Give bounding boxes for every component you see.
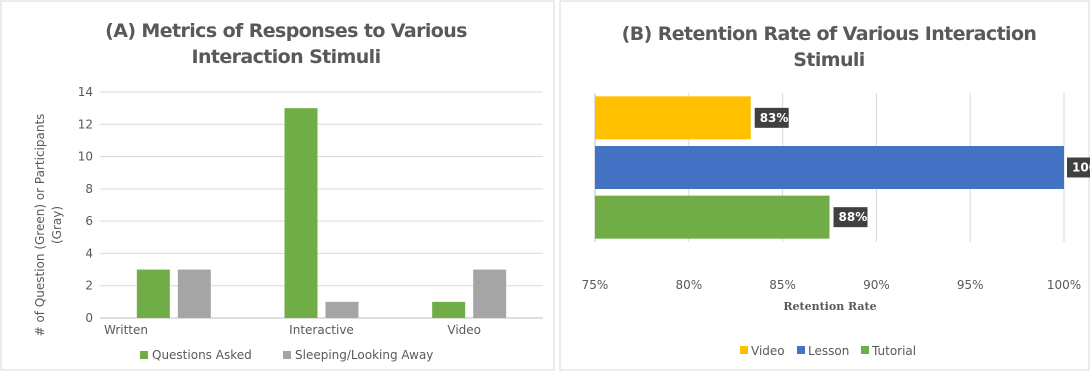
panel-a-bar-sleeping: [325, 301, 359, 318]
panel-b-x-tick-label: 95%: [957, 278, 984, 292]
panel-b-x-ticks: 75% 80% 85% 90% 95% 100%: [582, 278, 1081, 292]
panel-b-title-line-2: Stimuli: [793, 49, 864, 71]
panel-a-x-tick-label: Interactive: [289, 323, 354, 337]
panel-a-bar-questions: [284, 108, 318, 319]
panel-a-ylabel-line-1: # of Question (Green) or Participants: [33, 114, 47, 337]
panel-b-bar-video: [595, 96, 751, 140]
panel-b-x-tick-label: 75%: [582, 278, 609, 292]
panel-a-y-tick-label: 14: [78, 85, 93, 99]
panel-b-data-label-lesson: 100%: [1072, 161, 1090, 175]
panel-a-y-tick-label: 8: [85, 182, 93, 196]
panel-a-y-tick-label: 6: [85, 214, 93, 228]
panel-b-legend: Video Lesson Tutorial: [740, 344, 916, 358]
panel-a-legend-label: Questions Asked: [152, 348, 252, 362]
panel-b-title-line-1: (B) Retention Rate of Various Interactio…: [622, 23, 1037, 45]
panel-a-x-tick-label: Video: [447, 323, 481, 337]
panel-a-legend-swatch: [283, 351, 291, 359]
panel-b-x-tick-label: 85%: [769, 278, 796, 292]
panel-b-x-tick-label: 90%: [863, 278, 890, 292]
panel-a-x-tick-label: Written: [104, 323, 148, 337]
panel-a-y-tick-label: 12: [78, 117, 93, 131]
panel-b: (B) Retention Rate of Various Interactio…: [559, 0, 1090, 371]
panel-a-y-ticks: 0 2 4 6 8 10 12 14: [78, 85, 93, 325]
panel-a-title-line-2: Interaction Stimuli: [191, 46, 380, 68]
panel-a-y-tick-label: 4: [85, 246, 93, 260]
panel-a-bar-questions: [432, 301, 466, 318]
panel-b-data-label-box-lesson: [1067, 157, 1090, 178]
panel-b-legend-swatch: [797, 346, 805, 354]
panel-a-y-tick-label: 0: [85, 311, 93, 325]
panel-a-x-ticks: Written Interactive Video: [104, 323, 481, 337]
panel-a-bar-sleeping: [473, 269, 507, 318]
panel-a-bars: [136, 108, 507, 319]
panel-a-bar-questions: [136, 269, 170, 318]
panel-b-legend-swatch: [861, 346, 869, 354]
panel-a-gridlines: [100, 91, 543, 319]
panel-b-data-label-video: 83%: [760, 111, 789, 125]
panel-b-data-label-tutorial: 88%: [839, 210, 868, 224]
panel-b-bar-tutorial: [595, 195, 830, 239]
panel-b-data-label-box-tutorial: [833, 207, 868, 228]
panel-b-legend-label: Lesson: [808, 344, 849, 358]
panel-b-bars: 83% 100% 88%: [595, 96, 1090, 239]
panel-a: (A) Metrics of Responses to Various Inte…: [0, 0, 555, 371]
panel-b-bar-lesson: [595, 146, 1064, 189]
panel-b-legend-label: Video: [751, 344, 785, 358]
panel-a-legend-label: Sleeping/Looking Away: [295, 348, 433, 362]
panel-a-bar-sleeping: [177, 269, 211, 318]
panel-b-legend-label: Tutorial: [871, 344, 916, 358]
panel-a-y-tick-label: 2: [85, 279, 93, 293]
panel-b-x-tick-label: 100%: [1047, 278, 1081, 292]
panel-a-legend-swatch: [140, 351, 148, 359]
panel-a-title-line-1: (A) Metrics of Responses to Various: [105, 20, 467, 42]
panel-a-y-tick-label: 10: [78, 150, 93, 164]
panel-b-xlabel: Retention Rate: [783, 300, 876, 313]
panel-b-legend-swatch: [740, 346, 748, 354]
panel-a-ylabel-line-2: (Gray): [50, 206, 64, 244]
panel-b-x-tick-label: 80%: [675, 278, 702, 292]
panel-a-legend: Questions Asked Sleeping/Looking Away: [140, 348, 433, 362]
panel-b-data-label-box-video: [754, 107, 789, 128]
